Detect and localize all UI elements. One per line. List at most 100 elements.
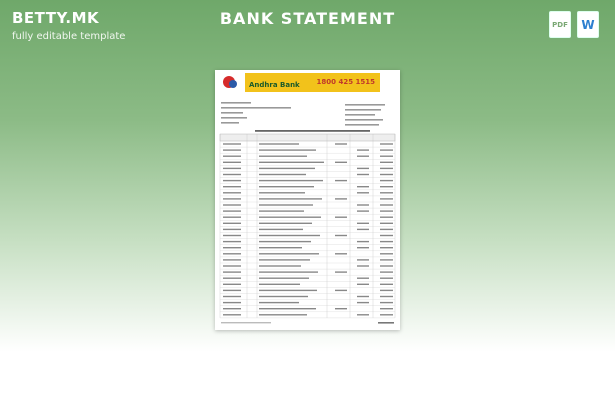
text-line xyxy=(221,102,251,104)
footer-line xyxy=(221,322,271,324)
cell-text xyxy=(380,308,393,310)
cell-text xyxy=(357,204,369,206)
text-line xyxy=(345,104,385,106)
cell-text xyxy=(259,308,316,310)
cell-text xyxy=(223,277,241,279)
cell-text xyxy=(335,216,347,218)
cell-text xyxy=(380,234,393,237)
cell-text xyxy=(357,259,369,261)
cell-text xyxy=(380,277,393,279)
cell-text xyxy=(223,161,241,163)
cell-text xyxy=(259,234,320,237)
cell-text xyxy=(380,173,393,176)
cell-text xyxy=(223,271,241,273)
cell-text xyxy=(259,149,316,151)
cell-text xyxy=(223,283,241,285)
cell-text xyxy=(259,301,299,304)
cell-text xyxy=(335,271,347,273)
text-line xyxy=(255,130,370,132)
cell-text xyxy=(259,222,312,224)
table-header xyxy=(219,133,396,142)
cell-text xyxy=(380,155,393,157)
cell-text xyxy=(380,216,393,218)
cell-text xyxy=(380,247,393,249)
cell-text xyxy=(380,283,393,285)
cell-text xyxy=(259,295,308,298)
cell-text xyxy=(223,179,241,182)
cell-text xyxy=(259,198,322,200)
cell-text xyxy=(259,210,304,212)
cell-text xyxy=(357,295,369,298)
cell-text xyxy=(223,198,241,200)
cell-text xyxy=(259,155,307,157)
cell-text xyxy=(259,186,314,188)
cell-text xyxy=(380,271,393,273)
cell-text xyxy=(223,210,241,212)
cell-text xyxy=(380,198,393,200)
cell-text xyxy=(380,228,393,231)
statement-preview: Andhra Bank 1800 425 1515 xyxy=(215,70,400,330)
cell-text xyxy=(380,167,393,170)
cell-text xyxy=(380,301,393,304)
bank-phone: 1800 425 1515 xyxy=(317,78,376,86)
cell-text xyxy=(223,253,241,255)
cell-text xyxy=(335,161,347,163)
cell-text xyxy=(380,204,393,206)
cell-text xyxy=(259,228,303,231)
cell-text xyxy=(223,228,241,231)
cell-text xyxy=(223,308,241,310)
cell-text xyxy=(335,198,347,200)
cell-text xyxy=(223,155,241,157)
logo xyxy=(229,80,237,88)
cell-text xyxy=(223,216,241,218)
cell-text xyxy=(380,253,393,255)
cell-text xyxy=(223,186,241,188)
cell-text xyxy=(357,222,369,224)
pdf-icon: PDF xyxy=(549,11,571,38)
cell-text xyxy=(259,240,311,243)
bank-name: Andhra Bank xyxy=(249,81,300,89)
cell-text xyxy=(335,289,347,292)
cell-text xyxy=(259,247,302,249)
cell-text xyxy=(335,253,347,255)
cell-text xyxy=(357,240,369,243)
text-line xyxy=(345,109,381,111)
cell-text xyxy=(259,314,307,316)
cell-text xyxy=(259,277,309,279)
cell-text xyxy=(223,222,241,224)
cell-text xyxy=(335,143,347,145)
cell-text xyxy=(380,295,393,298)
cell-text xyxy=(380,265,393,267)
text-line xyxy=(345,114,375,116)
cell-text xyxy=(259,143,299,145)
header-band xyxy=(245,73,380,92)
cell-text xyxy=(259,216,321,218)
title: BANK STATEMENT xyxy=(219,9,396,28)
statement-svg: Andhra Bank 1800 425 1515 xyxy=(219,73,396,324)
cell-text xyxy=(380,259,393,261)
tagline: fully editable template xyxy=(12,31,126,42)
cell-text xyxy=(357,167,369,170)
brand: BETTY.MK xyxy=(12,9,100,27)
cell-text xyxy=(380,289,393,292)
cell-text xyxy=(357,173,369,176)
cell-text xyxy=(380,192,393,194)
cell-text xyxy=(259,167,315,170)
cell-text xyxy=(223,289,241,292)
footer-line xyxy=(378,322,394,324)
cell-text xyxy=(335,308,347,310)
cell-text xyxy=(223,265,241,267)
cell-text xyxy=(223,301,241,304)
cell-text xyxy=(223,234,241,237)
cell-text xyxy=(357,314,369,316)
cell-text xyxy=(223,314,241,316)
cell-text xyxy=(223,259,241,261)
cell-text xyxy=(223,204,241,206)
word-icon: W xyxy=(577,11,599,38)
cell-text xyxy=(223,167,241,170)
cell-text xyxy=(259,192,305,194)
text-line xyxy=(221,122,239,124)
cell-text xyxy=(380,240,393,243)
cell-text xyxy=(223,240,241,243)
cell-text xyxy=(259,283,300,285)
